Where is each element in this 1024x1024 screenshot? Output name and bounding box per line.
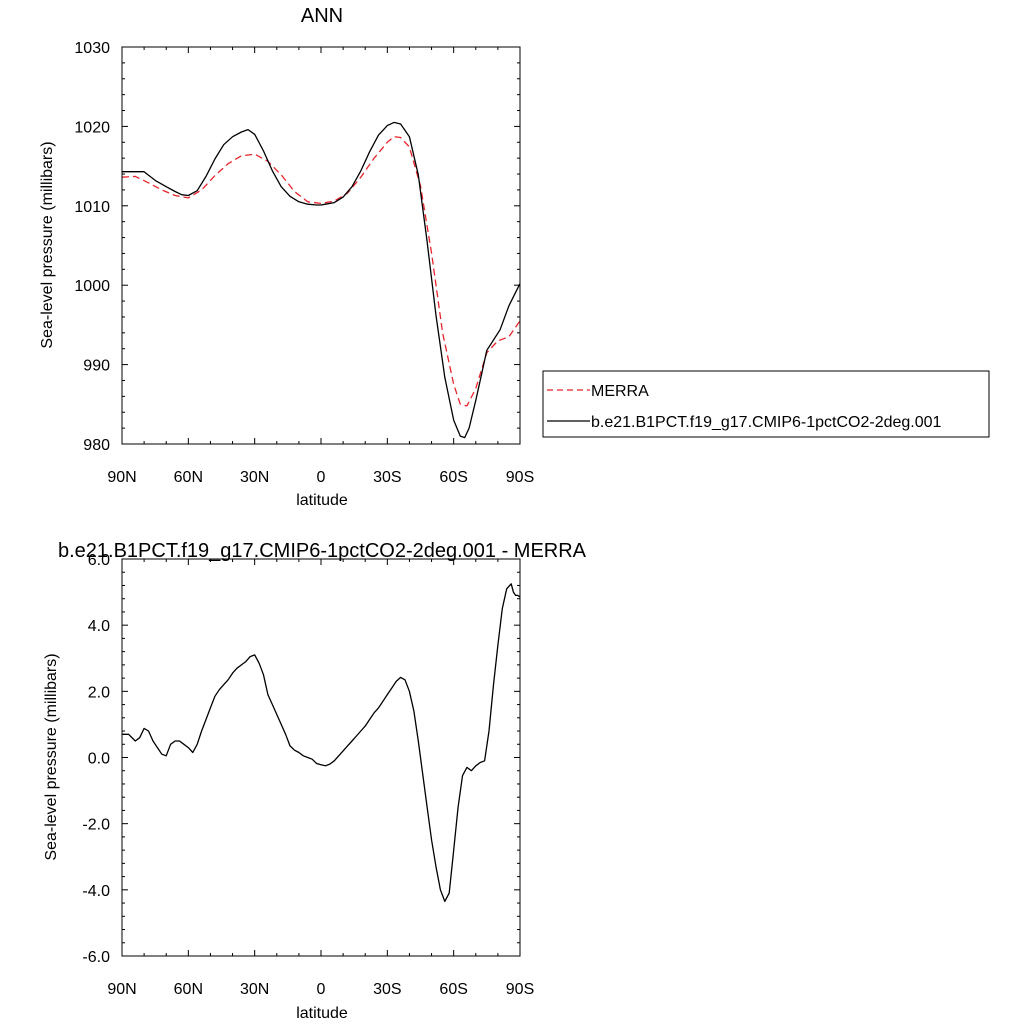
top-chart-title: ANN xyxy=(301,5,343,27)
bottom-x-tick-label: 30S xyxy=(373,981,401,998)
top-x-tick-label: 60N xyxy=(174,469,203,486)
legend-merra-label: MERRA xyxy=(591,383,649,400)
top-x-tick-label: 60S xyxy=(439,469,467,486)
bottom-x-tick-label: 90S xyxy=(506,981,534,998)
bottom-x-tick-label: 30N xyxy=(240,981,269,998)
bottom-x-tick-label: 90N xyxy=(107,981,136,998)
top-plot-frame xyxy=(121,46,521,445)
top-y-axis-label: Sea-level pressure (millibars) xyxy=(39,141,56,348)
legend-model-label: b.e21.B1PCT.f19_g17.CMIP6-1pctCO2-2deg.0… xyxy=(591,414,942,431)
top-series-line-1 xyxy=(122,121,521,439)
bottom-y-tick-label: -6.0 xyxy=(82,949,110,966)
bottom-plot-frame xyxy=(121,558,521,957)
bottom-panel: b.e21.B1PCT.f19_g17.CMIP6-1pctCO2-2deg.0… xyxy=(43,540,587,1022)
bottom-x-tick-label: 0 xyxy=(317,981,326,998)
bottom-series-line-0 xyxy=(122,583,521,903)
bottom-y-tick-label: 6.0 xyxy=(88,552,110,569)
bottom-y-tick-label: -2.0 xyxy=(82,817,110,834)
bottom-x-tick-label: 60S xyxy=(439,981,467,998)
top-y-tick-label: 1020 xyxy=(74,119,110,136)
bottom-chart-title: b.e21.B1PCT.f19_g17.CMIP6-1pctCO2-2deg.0… xyxy=(58,540,587,562)
top-y-tick-label: 1030 xyxy=(74,40,110,57)
top-series-line-0 xyxy=(121,136,521,407)
bottom-x-tick-label: 60N xyxy=(174,981,203,998)
legend-box xyxy=(542,370,990,438)
bottom-y-axis-label: Sea-level pressure (millibars) xyxy=(43,653,60,860)
bottom-y-tick-label: 4.0 xyxy=(88,618,110,635)
top-x-tick-label: 30N xyxy=(240,469,269,486)
legend: MERRA b.e21.B1PCT.f19_g17.CMIP6-1pctCO2-… xyxy=(542,370,990,438)
bottom-y-tick-label: 0.0 xyxy=(88,751,110,768)
top-x-tick-label: 90N xyxy=(107,469,136,486)
top-x-tick-label: 0 xyxy=(317,469,326,486)
bottom-y-tick-label: 2.0 xyxy=(88,684,110,701)
top-panel: ANN 90N 60N 30N 0 30S 60S 90S 980 990 1000 1010 102… xyxy=(39,5,534,509)
top-y-tick-label: 1010 xyxy=(74,199,110,216)
bottom-y-tick-label: -4.0 xyxy=(82,883,110,900)
top-y-tick-label: 1000 xyxy=(74,278,110,295)
top-x-tick-label: 90S xyxy=(506,469,534,486)
top-x-tick-label: 30S xyxy=(373,469,401,486)
top-x-axis-label: latitude xyxy=(296,492,348,509)
top-y-tick-label: 990 xyxy=(83,358,110,375)
top-y-tick-label: 980 xyxy=(83,437,110,454)
bottom-x-axis-label: latitude xyxy=(296,1005,348,1022)
